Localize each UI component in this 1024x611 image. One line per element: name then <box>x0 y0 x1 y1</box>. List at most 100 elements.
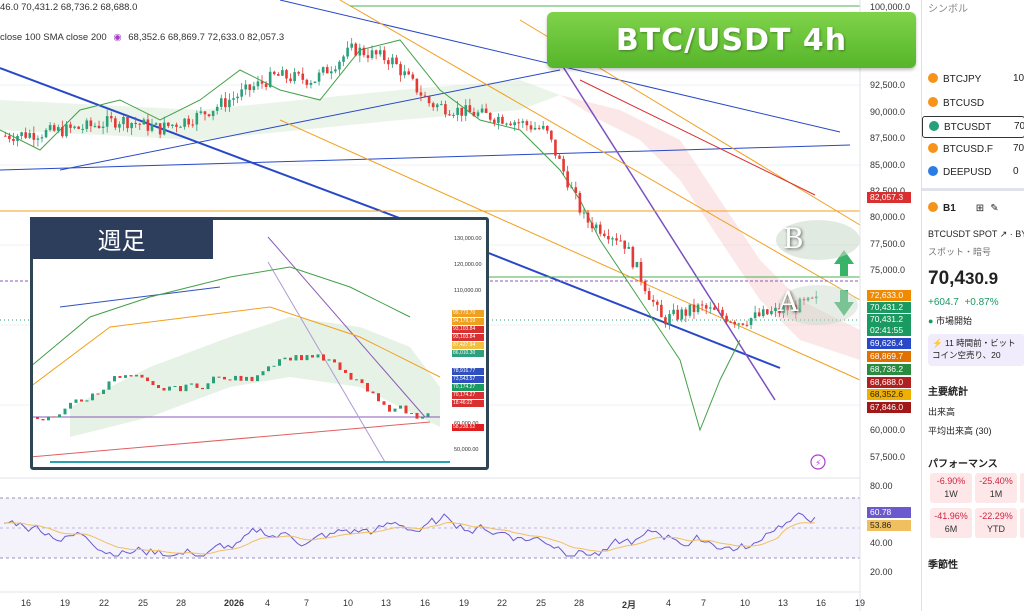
inset-candle <box>206 383 210 390</box>
candle <box>65 124 68 137</box>
candle <box>550 130 553 140</box>
inset-candle <box>129 375 133 377</box>
time-axis-label: 4 <box>265 598 271 608</box>
trendline-2 <box>0 67 411 223</box>
inset-candle <box>107 381 111 390</box>
candle <box>562 158 565 172</box>
status-dot-icon: ● <box>928 316 934 326</box>
candle <box>480 108 484 113</box>
perf-1m[interactable]: -25.40% 1M <box>975 473 1017 503</box>
inset-candle <box>305 355 309 361</box>
time-axis-label: 19 <box>60 598 71 608</box>
candle <box>403 71 406 76</box>
trendline-6 <box>559 61 776 401</box>
candle <box>309 82 313 85</box>
candle <box>105 116 109 127</box>
watchlist-sidebar: シンボル BTCJPY 10,7 BTCUSD BTCUSDT 70 BTCUSD.… <box>921 0 1024 611</box>
trendline-1 <box>0 144 851 171</box>
candle <box>338 61 341 70</box>
candle <box>427 96 431 104</box>
candle <box>138 123 142 125</box>
candle <box>798 298 802 313</box>
candle <box>175 124 178 127</box>
perf-1y[interactable] <box>1020 508 1024 538</box>
candle <box>370 50 374 58</box>
inset-candle <box>250 376 254 382</box>
watchlist-item-btcusd[interactable]: BTCUSD <box>928 97 984 109</box>
watchlist-item-btcjpy[interactable]: BTCJPY 10,7 <box>928 73 1024 85</box>
candle <box>52 125 56 131</box>
watchlist-item-btcusdf[interactable]: BTCUSD.F 70 <box>928 143 1024 155</box>
detail-sub-label: スポット・暗号 <box>928 247 992 257</box>
candle <box>415 78 419 93</box>
candle <box>566 171 569 188</box>
symbol-price: 70 <box>1013 143 1024 154</box>
marker-b: B <box>783 222 804 255</box>
candle <box>142 119 146 125</box>
candle <box>179 126 182 128</box>
candle <box>664 317 667 325</box>
ohlc-legend: 46.0 70,431.2 68,736.2 68,688.0 <box>0 2 137 13</box>
watchlist-item-btcusdt[interactable]: BTCUSDT 70 <box>922 116 1024 138</box>
time-axis-label: 2月 <box>622 600 637 610</box>
candle <box>134 123 137 125</box>
news-notice[interactable]: ⚡ 11 時間前・ビット コイン空売り、20 <box>928 334 1024 366</box>
perf-period: YTD <box>987 524 1005 534</box>
candle <box>704 305 708 309</box>
price-axis-label: 87,500.0 <box>870 133 906 143</box>
candle <box>89 120 93 127</box>
inset-price-tag: 86,010.30 <box>452 350 484 357</box>
perf-1w[interactable]: -6.90% 1W <box>930 473 972 503</box>
candle <box>570 187 574 189</box>
candle <box>668 314 671 325</box>
symbol-price: 0 <box>1013 166 1019 177</box>
inset-candle <box>85 400 89 402</box>
perf-6m[interactable]: -41.96% 6M <box>930 508 972 538</box>
ma-legend: close 100 SMA close 200 ◉ 68,352.6 68,86… <box>0 32 284 43</box>
candle <box>472 111 476 117</box>
candle <box>215 106 219 111</box>
candle <box>790 304 794 311</box>
edit-icon[interactable]: ✎ <box>990 203 999 214</box>
candle <box>737 323 741 325</box>
lightning-icon <box>810 454 826 470</box>
inset-price-tag: 99,773.70 <box>452 310 484 317</box>
candle <box>109 116 113 119</box>
weekly-inset-chart <box>30 236 450 463</box>
perf-period: 6M <box>944 524 958 534</box>
detail-exchange: BTCUSDT SPOT ↗ · BY <box>928 229 1024 240</box>
candle <box>411 74 415 79</box>
perf-ytd[interactable]: -22.29% YTD <box>975 508 1017 538</box>
perf-period: 1W <box>944 489 958 499</box>
inset-candle <box>74 399 78 403</box>
svg-text:⚡: ⚡ <box>815 459 821 469</box>
seasonality-heading: 季節性 <box>928 560 958 571</box>
candle <box>154 123 158 125</box>
ma-legend-eye-icon[interactable]: ◉ <box>113 32 122 43</box>
candle <box>782 306 785 313</box>
time-axis-label: 2026 <box>224 598 245 608</box>
candle <box>611 238 614 240</box>
grid-icon[interactable]: ⊞ <box>975 203 985 214</box>
perf-3m[interactable] <box>1020 473 1024 503</box>
inset-candle <box>421 416 424 419</box>
price-axis-label: 82,500.0 <box>870 186 906 196</box>
price-tag: 02:41:55 <box>867 325 911 336</box>
inset-candle <box>179 386 182 392</box>
inset-candle <box>135 374 138 377</box>
candle <box>509 123 512 126</box>
zone-a-highlight <box>778 285 858 325</box>
candle <box>301 73 305 80</box>
candle <box>684 309 688 316</box>
candle <box>146 119 150 131</box>
candle <box>745 324 749 326</box>
candle <box>529 125 533 130</box>
candle <box>268 71 272 88</box>
marker-a: A <box>778 285 799 318</box>
watchlist-item-deepusd[interactable]: DEEPUSD 0 <box>928 166 1019 178</box>
candle <box>456 107 459 115</box>
inset-candle <box>388 404 391 412</box>
candle <box>118 124 121 128</box>
candle <box>521 121 525 123</box>
inset-candle <box>151 381 155 386</box>
